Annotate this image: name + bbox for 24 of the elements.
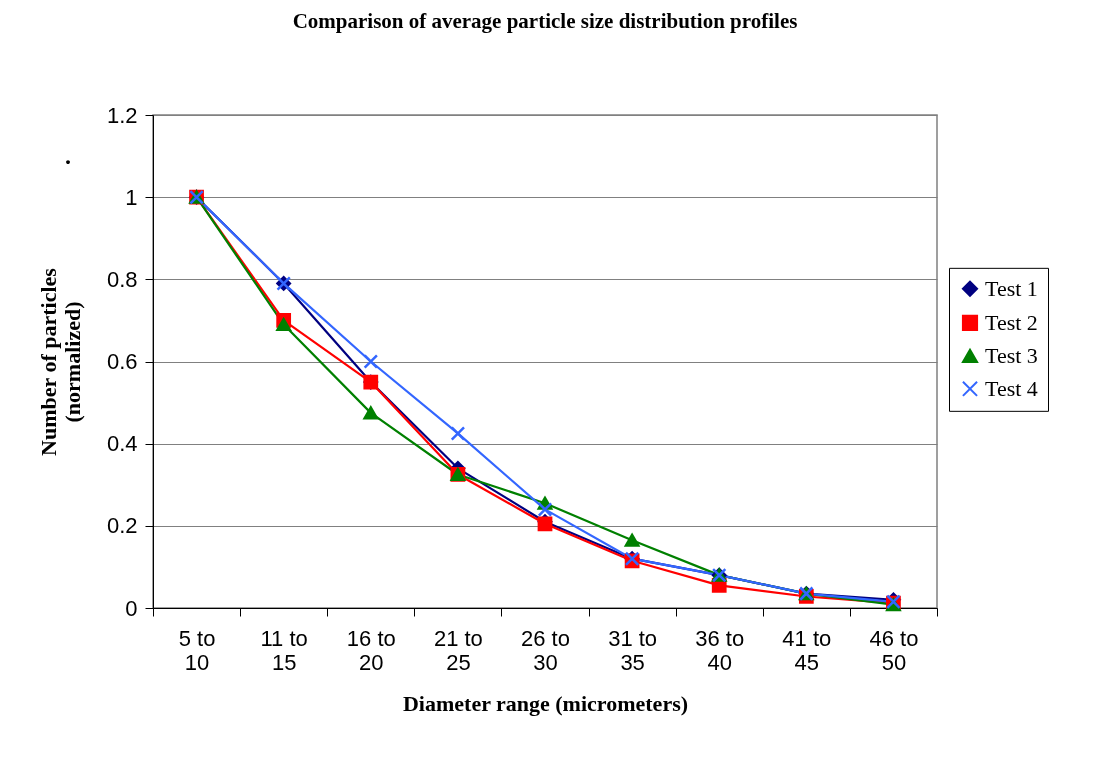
- x-tick-label: 41 to 45: [782, 625, 832, 675]
- y-axis-title: Number of particles (normalized): [35, 267, 85, 456]
- x-tick-label: 26 to 30: [521, 625, 570, 675]
- x-tick-label: 16 to 20: [346, 625, 396, 675]
- x-tick-label: 31 to 35: [608, 625, 658, 675]
- legend-label: Test 2: [985, 309, 1038, 335]
- x-tick-label: 21 to 25: [433, 625, 483, 675]
- y-tick-label: 0.6: [106, 349, 138, 374]
- chart-title: Comparison of average particle size distribution profiles: [292, 9, 798, 33]
- legend-label: Test 3: [985, 342, 1038, 368]
- y-tick-label: 0: [125, 595, 138, 621]
- y-tick-label: 0.4: [106, 431, 138, 457]
- text: .: [65, 143, 71, 169]
- x-axis-title: Diameter range (micrometers): [402, 690, 689, 716]
- legend-label: Test 1: [985, 275, 1038, 301]
- x-tick-label: 11 to 15: [260, 625, 308, 675]
- x-tick-label: 36 to 40: [695, 625, 745, 675]
- y-tick-label: 1.2: [106, 102, 138, 128]
- y-tick-label: 0.8: [106, 266, 138, 292]
- y-tick-label: 1: [125, 184, 138, 210]
- legend-label: Test 4: [985, 375, 1038, 401]
- x-tick-label: 46 to 50: [869, 625, 919, 675]
- y-tick-label: 0.2: [106, 513, 138, 539]
- x-tick-label: 5 to 10: [178, 625, 216, 675]
